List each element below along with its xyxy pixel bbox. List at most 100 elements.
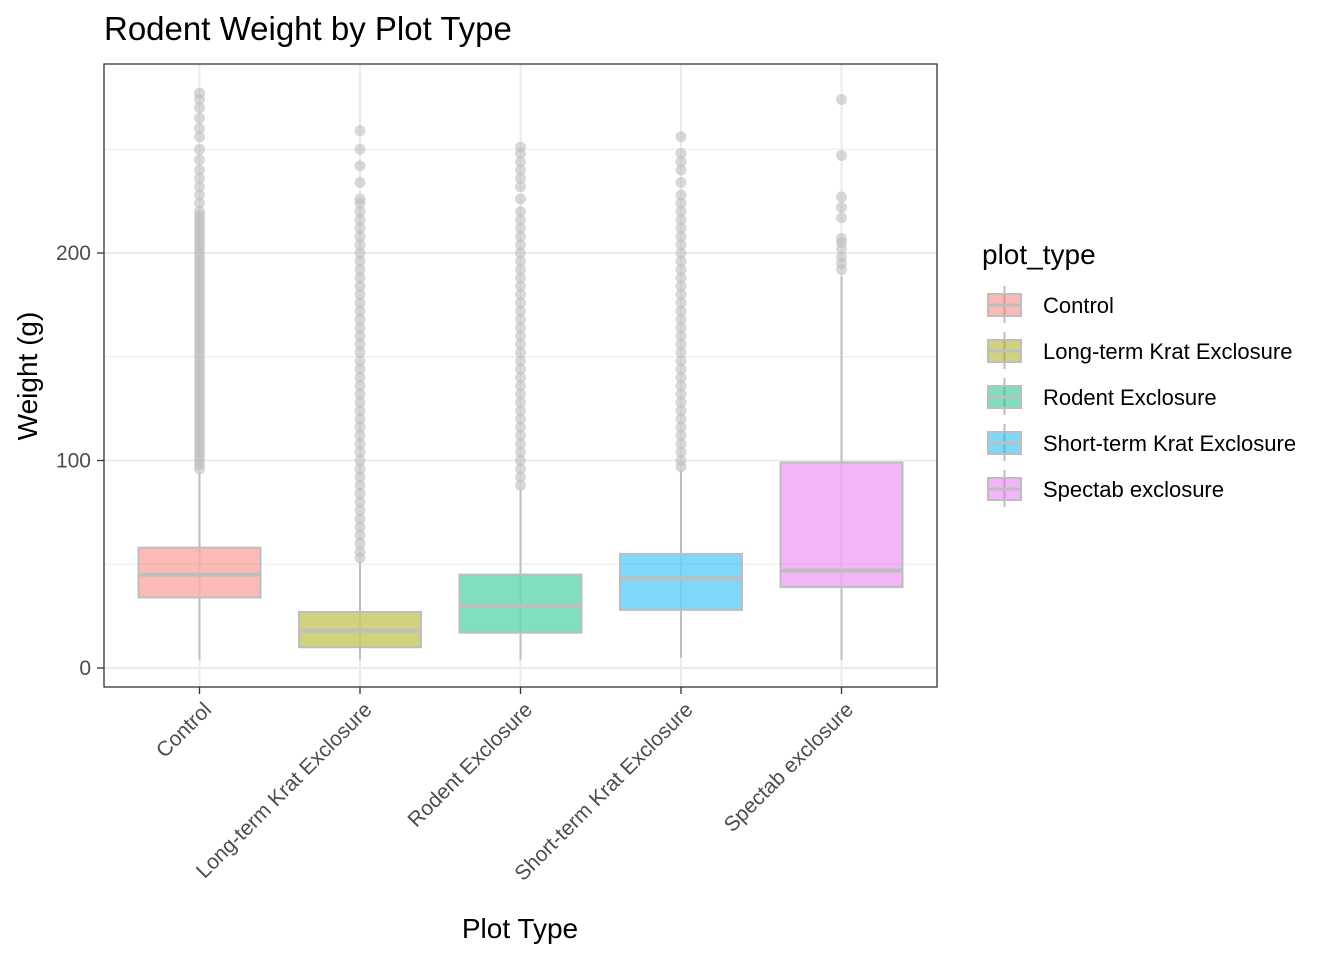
outlier-point [354,206,366,217]
box-group [619,131,743,658]
outlier-point [515,247,526,259]
outlier-point [515,264,526,276]
legend-label: Control [1043,293,1114,318]
outlier-point [675,189,687,201]
outlier-point [194,197,205,209]
box-group [298,125,422,660]
legend-entry: Short-term Krat Exclosure [987,424,1296,461]
outlier-point [515,430,526,442]
outlier-point [675,197,687,209]
outlier-point [354,363,366,375]
outlier-point [354,471,366,483]
outlier-point [354,313,366,325]
legend-entry: Rodent Exclosure [987,378,1217,415]
outlier-point [515,363,526,375]
outlier-point [515,413,526,425]
outlier-point [675,289,687,300]
outlier-point [836,212,847,224]
outlier-point [194,172,205,184]
outlier-point [354,264,366,276]
outlier-point [515,421,526,433]
outlier-point [354,347,366,359]
outlier-point [194,131,205,143]
x-axis-title: Plot Type [462,913,578,944]
outlier-point [354,214,366,226]
legend-entries: Control Long-term Krat Exclosure Rodent Ex… [987,286,1296,507]
outlier-point [675,131,687,143]
box-iqr [137,546,262,599]
outlier-point [675,305,687,317]
outlier-point [836,149,847,161]
outlier-point [194,87,205,99]
outlier-point [675,176,687,188]
outlier-point [354,297,366,309]
outlier-point [354,160,366,172]
outlier-point [354,143,366,155]
outlier-point [675,322,687,334]
outlier-point [354,255,366,267]
legend-entry: Spectab exclosure [987,470,1224,507]
outlier-point [354,289,366,300]
outlier-point [354,222,366,234]
outlier-point [515,239,526,251]
y-tick-label: 100 [56,450,91,473]
x-tick-label: Rodent Exclosure [404,698,537,831]
legend-label: Long-term Krat Exclosure [1043,339,1292,364]
outlier-point [354,446,366,458]
outlier-point [194,181,205,193]
outlier-point [675,455,687,466]
outlier-point [675,388,687,400]
outlier-point [354,546,366,558]
legend-entry: Long-term Krat Exclosure [987,332,1292,369]
outlier-point [194,112,205,124]
outlier-point [354,322,366,334]
outlier-point [675,214,687,226]
outlier-point [194,164,205,176]
outlier-point [515,372,526,383]
outlier-point [354,488,366,500]
outlier-point [354,479,366,491]
box-iqr [458,573,583,634]
outlier-point [354,405,366,417]
outlier-point [354,388,366,400]
outlier-point [675,405,687,417]
outlier-point [515,272,526,284]
outlier-point [354,413,366,425]
outlier-point [836,93,847,105]
outlier-point [515,405,526,417]
legend-entry: Control [987,286,1114,323]
outlier-point [354,421,366,433]
box-iqr [779,461,904,589]
outlier-point [354,193,366,205]
outlier-point [354,305,366,317]
legend-label: Rodent Exclosure [1043,385,1217,410]
y-tick-label: 200 [56,242,91,265]
outlier-point [515,297,526,309]
outlier-point [194,143,205,155]
outlier-point [515,313,526,325]
outlier-point [836,191,847,203]
outlier-point [354,538,366,549]
outlier-point [515,193,526,205]
x-tick-label: Short-term Krat Exclosure [510,698,697,885]
legend-label: Short-term Krat Exclosure [1043,431,1296,456]
outlier-point [675,446,687,458]
outlier-point [515,280,526,292]
outlier-point [515,330,526,342]
outlier-point [354,396,366,408]
plot-panel [103,63,938,688]
outlier-point [675,247,687,259]
outlier-point [194,154,205,166]
outlier-point [515,463,526,475]
legend-label: Spectab exclosure [1043,477,1224,502]
outlier-point [194,123,205,134]
outlier-point [675,164,687,176]
outlier-point [836,232,847,244]
outlier-point [354,239,366,251]
outlier-point [675,255,687,267]
outlier-point [354,496,366,508]
outlier-point [675,206,687,217]
box-group [779,93,904,660]
outlier-point [515,305,526,317]
